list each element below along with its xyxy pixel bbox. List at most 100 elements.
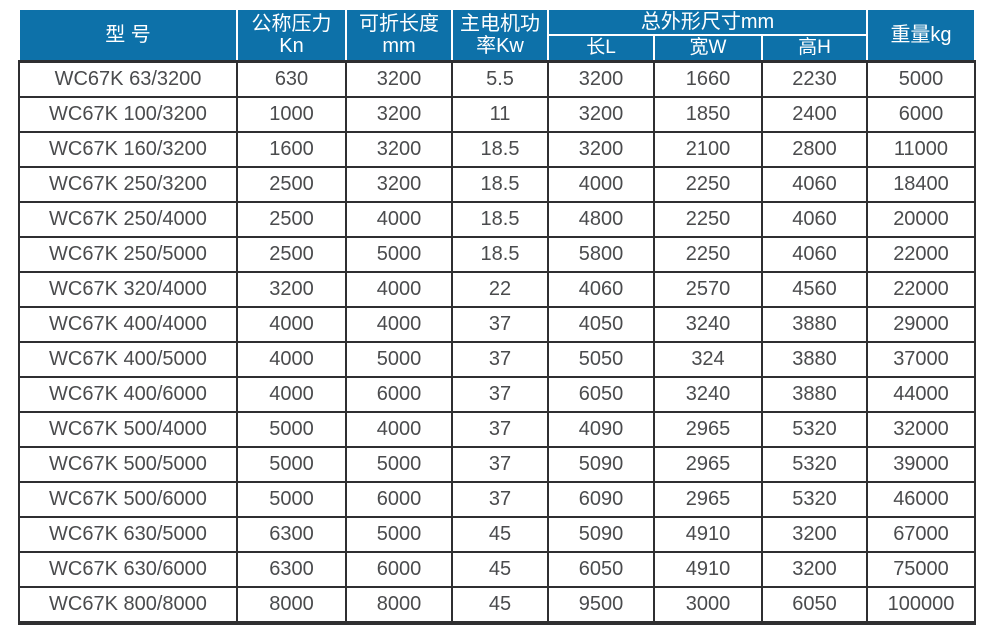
- cell-model: WC67K 250/4000: [18, 201, 238, 238]
- cell-weight: 39000: [866, 446, 976, 483]
- table-row: WC67K 250/4000 2500 4000 18.5 4800 2250 …: [18, 201, 976, 238]
- cell-dim-length: 3200: [547, 131, 655, 168]
- cell-motor-power: 37: [451, 411, 549, 448]
- header-dim-height: 高H: [761, 34, 868, 63]
- cell-dim-width: 3240: [653, 376, 763, 413]
- cell-motor-power: 11: [451, 96, 549, 133]
- cell-motor-power: 45: [451, 551, 549, 588]
- cell-dim-width: 2250: [653, 201, 763, 238]
- cell-fold-length: 5000: [345, 516, 453, 553]
- cell-dim-height: 2230: [761, 60, 868, 98]
- cell-pressure: 5000: [236, 411, 347, 448]
- table-row: WC67K 500/5000 5000 5000 37 5090 2965 53…: [18, 446, 976, 483]
- cell-pressure: 5000: [236, 446, 347, 483]
- cell-dim-length: 3200: [547, 60, 655, 98]
- cell-dim-height: 4560: [761, 271, 868, 308]
- table-row: WC67K 400/5000 4000 5000 37 5050 324 388…: [18, 341, 976, 378]
- table-row: WC67K 250/3200 2500 3200 18.5 4000 2250 …: [18, 166, 976, 203]
- table-row: WC67K 500/4000 5000 4000 37 4090 2965 53…: [18, 411, 976, 448]
- cell-model: WC67K 250/5000: [18, 236, 238, 273]
- table-row: WC67K 400/4000 4000 4000 37 4050 3240 38…: [18, 306, 976, 343]
- cell-fold-length: 6000: [345, 551, 453, 588]
- cell-motor-power: 18.5: [451, 236, 549, 273]
- cell-fold-length: 5000: [345, 236, 453, 273]
- cell-dim-length: 5800: [547, 236, 655, 273]
- cell-dim-width: 4910: [653, 551, 763, 588]
- cell-motor-power: 37: [451, 341, 549, 378]
- cell-dim-length: 4800: [547, 201, 655, 238]
- cell-dim-length: 9500: [547, 586, 655, 625]
- cell-dim-height: 5320: [761, 446, 868, 483]
- cell-model: WC67K 160/3200: [18, 131, 238, 168]
- cell-pressure: 4000: [236, 306, 347, 343]
- cell-dim-width: 3240: [653, 306, 763, 343]
- table-row: WC67K 500/6000 5000 6000 37 6090 2965 53…: [18, 481, 976, 518]
- cell-weight: 22000: [866, 271, 976, 308]
- cell-fold-length: 6000: [345, 376, 453, 413]
- cell-weight: 18400: [866, 166, 976, 203]
- cell-model: WC67K 400/6000: [18, 376, 238, 413]
- cell-dim-length: 4090: [547, 411, 655, 448]
- cell-weight: 22000: [866, 236, 976, 273]
- cell-dim-width: 2570: [653, 271, 763, 308]
- cell-model: WC67K 400/5000: [18, 341, 238, 378]
- table-row: WC67K 800/8000 8000 8000 45 9500 3000 60…: [18, 586, 976, 625]
- cell-model: WC67K 250/3200: [18, 166, 238, 203]
- cell-pressure: 2500: [236, 166, 347, 203]
- cell-dim-height: 2400: [761, 96, 868, 133]
- cell-model: WC67K 500/4000: [18, 411, 238, 448]
- header-pressure-line1: 公称压力: [251, 13, 332, 35]
- cell-model: WC67K 320/4000: [18, 271, 238, 308]
- cell-weight: 29000: [866, 306, 976, 343]
- cell-model: WC67K 400/4000: [18, 306, 238, 343]
- cell-weight: 20000: [866, 201, 976, 238]
- cell-dim-height: 5320: [761, 411, 868, 448]
- cell-dim-height: 3880: [761, 306, 868, 343]
- cell-motor-power: 5.5: [451, 60, 549, 98]
- cell-fold-length: 5000: [345, 341, 453, 378]
- header-pressure: 公称压力 Kn: [236, 8, 347, 63]
- cell-fold-length: 3200: [345, 131, 453, 168]
- cell-dim-length: 6050: [547, 376, 655, 413]
- cell-model: WC67K 63/3200: [18, 60, 238, 98]
- header-weight: 重量kg: [866, 8, 976, 63]
- cell-model: WC67K 630/6000: [18, 551, 238, 588]
- spec-sheet: 型 号 公称压力 Kn 可折长度 mm 主电机功 率Kw 总外形尺寸mm 重量k…: [18, 8, 976, 625]
- cell-pressure: 4000: [236, 376, 347, 413]
- table-row: WC67K 160/3200 1600 3200 18.5 3200 2100 …: [18, 131, 976, 168]
- cell-motor-power: 22: [451, 271, 549, 308]
- header-motor-power: 主电机功 率Kw: [451, 8, 549, 63]
- spec-table-header: 型 号 公称压力 Kn 可折长度 mm 主电机功 率Kw 总外形尺寸mm 重量k…: [18, 8, 976, 63]
- cell-dim-height: 4060: [761, 166, 868, 203]
- cell-dim-width: 324: [653, 341, 763, 378]
- cell-dim-width: 2250: [653, 236, 763, 273]
- cell-model: WC67K 500/5000: [18, 446, 238, 483]
- header-fold-length: 可折长度 mm: [345, 8, 453, 63]
- cell-dim-length: 6050: [547, 551, 655, 588]
- cell-dim-height: 3880: [761, 341, 868, 378]
- cell-motor-power: 37: [451, 446, 549, 483]
- table-row: WC67K 400/6000 4000 6000 37 6050 3240 38…: [18, 376, 976, 413]
- cell-dim-height: 5320: [761, 481, 868, 518]
- cell-model: WC67K 630/5000: [18, 516, 238, 553]
- cell-dim-length: 5090: [547, 516, 655, 553]
- cell-fold-length: 4000: [345, 201, 453, 238]
- cell-dim-width: 3000: [653, 586, 763, 625]
- cell-motor-power: 18.5: [451, 166, 549, 203]
- cell-fold-length: 4000: [345, 411, 453, 448]
- cell-pressure: 6300: [236, 551, 347, 588]
- cell-weight: 11000: [866, 131, 976, 168]
- cell-fold-length: 3200: [345, 96, 453, 133]
- cell-dim-length: 4060: [547, 271, 655, 308]
- cell-dim-height: 3880: [761, 376, 868, 413]
- header-fold-length-line2: mm: [382, 35, 416, 57]
- header-dimensions-group: 总外形尺寸mm: [547, 8, 868, 36]
- cell-pressure: 3200: [236, 271, 347, 308]
- cell-dim-length: 5050: [547, 341, 655, 378]
- cell-weight: 6000: [866, 96, 976, 133]
- cell-motor-power: 45: [451, 586, 549, 625]
- cell-fold-length: 4000: [345, 271, 453, 308]
- cell-dim-height: 6050: [761, 586, 868, 625]
- cell-motor-power: 18.5: [451, 201, 549, 238]
- cell-weight: 5000: [866, 60, 976, 98]
